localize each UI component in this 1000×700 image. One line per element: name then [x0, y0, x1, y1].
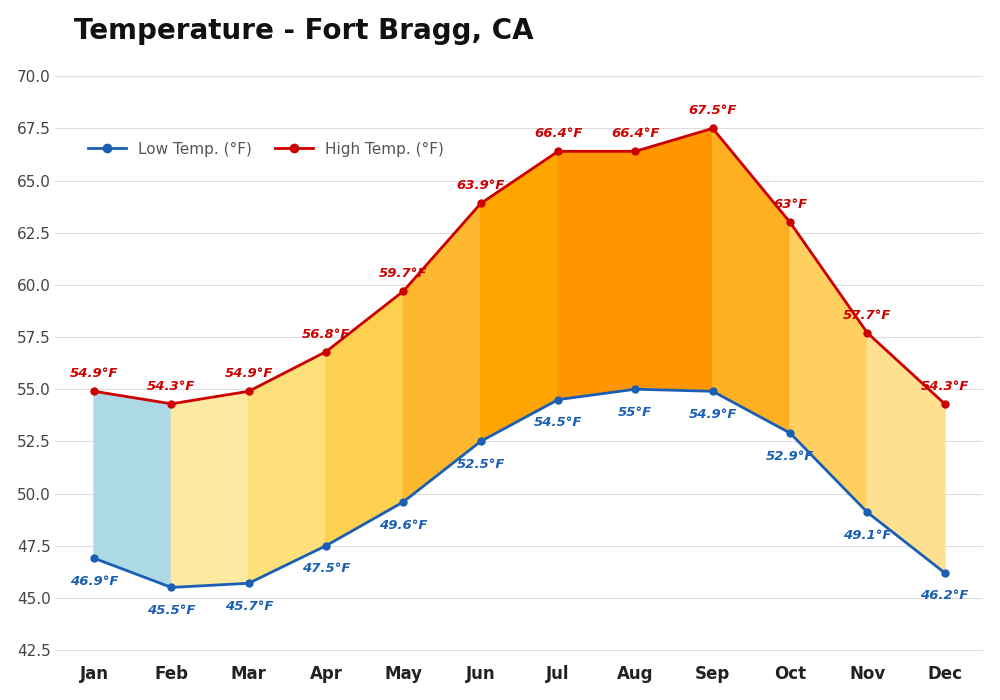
- Text: 54.9°F: 54.9°F: [70, 368, 118, 380]
- High Temp. (°F): [552, 147, 564, 155]
- Low Temp. (°F): [165, 583, 177, 592]
- Text: 67.5°F: 67.5°F: [688, 104, 737, 118]
- High Temp. (°F): [88, 387, 100, 395]
- Text: 45.5°F: 45.5°F: [147, 604, 196, 617]
- Polygon shape: [713, 128, 790, 433]
- Polygon shape: [790, 223, 867, 512]
- Low Temp. (°F): [320, 542, 332, 550]
- High Temp. (°F): [320, 347, 332, 356]
- High Temp. (°F): [784, 218, 796, 227]
- Legend: Low Temp. (°F), High Temp. (°F): Low Temp. (°F), High Temp. (°F): [82, 136, 450, 163]
- Text: 46.9°F: 46.9°F: [70, 575, 118, 588]
- Low Temp. (°F): [939, 568, 951, 577]
- Polygon shape: [867, 333, 945, 573]
- High Temp. (°F): [397, 287, 409, 295]
- Text: 49.6°F: 49.6°F: [379, 519, 428, 531]
- Text: 59.7°F: 59.7°F: [379, 267, 428, 280]
- Text: 66.4°F: 66.4°F: [611, 127, 660, 140]
- Line: Low Temp. (°F): Low Temp. (°F): [91, 386, 948, 591]
- Low Temp. (°F): [243, 579, 255, 587]
- Polygon shape: [635, 128, 713, 391]
- High Temp. (°F): [243, 387, 255, 395]
- Low Temp. (°F): [707, 387, 719, 395]
- Text: 56.8°F: 56.8°F: [302, 328, 350, 340]
- Low Temp. (°F): [784, 429, 796, 438]
- Text: 54.3°F: 54.3°F: [920, 379, 969, 393]
- High Temp. (°F): [475, 199, 487, 208]
- High Temp. (°F): [939, 400, 951, 408]
- Text: 47.5°F: 47.5°F: [302, 562, 350, 575]
- High Temp. (°F): [629, 147, 641, 155]
- High Temp. (°F): [861, 329, 873, 337]
- Text: 55°F: 55°F: [618, 406, 652, 419]
- Polygon shape: [326, 291, 403, 546]
- Polygon shape: [403, 204, 481, 502]
- Text: 63.9°F: 63.9°F: [457, 179, 505, 193]
- Text: 54.5°F: 54.5°F: [534, 416, 582, 429]
- Text: 46.2°F: 46.2°F: [920, 589, 969, 603]
- Line: High Temp. (°F): High Temp. (°F): [91, 125, 948, 407]
- Text: 54.3°F: 54.3°F: [147, 379, 196, 393]
- Text: 66.4°F: 66.4°F: [534, 127, 582, 140]
- Text: 52.5°F: 52.5°F: [457, 458, 505, 471]
- Polygon shape: [481, 151, 558, 442]
- Polygon shape: [171, 391, 249, 587]
- Low Temp. (°F): [88, 554, 100, 562]
- Text: 54.9°F: 54.9°F: [688, 408, 737, 421]
- Text: 63°F: 63°F: [773, 198, 807, 211]
- Polygon shape: [867, 333, 945, 573]
- Polygon shape: [558, 151, 635, 400]
- Text: Temperature - Fort Bragg, CA: Temperature - Fort Bragg, CA: [74, 17, 534, 45]
- High Temp. (°F): [165, 400, 177, 408]
- Low Temp. (°F): [861, 508, 873, 517]
- High Temp. (°F): [707, 124, 719, 132]
- Polygon shape: [94, 391, 171, 587]
- Low Temp. (°F): [397, 498, 409, 506]
- Text: 52.9°F: 52.9°F: [766, 449, 814, 463]
- Text: 45.7°F: 45.7°F: [225, 600, 273, 613]
- Text: 49.1°F: 49.1°F: [843, 529, 892, 542]
- Text: 57.7°F: 57.7°F: [843, 309, 892, 322]
- Polygon shape: [249, 351, 326, 583]
- Low Temp. (°F): [552, 395, 564, 404]
- Low Temp. (°F): [475, 438, 487, 446]
- Text: 54.9°F: 54.9°F: [225, 368, 273, 380]
- Low Temp. (°F): [629, 385, 641, 393]
